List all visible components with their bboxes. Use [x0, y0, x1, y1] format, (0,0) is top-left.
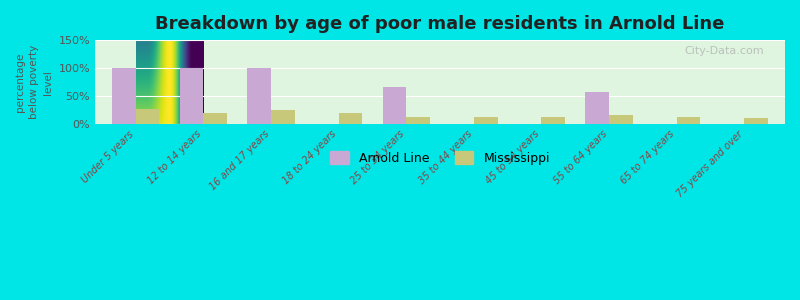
Bar: [136, 109, 159, 124]
Bar: [474, 117, 498, 124]
Bar: [112, 68, 136, 124]
Bar: [406, 117, 430, 124]
Y-axis label: percentage
below poverty
level: percentage below poverty level: [15, 45, 53, 119]
Legend: Arnold Line, Mississippi: Arnold Line, Mississippi: [326, 146, 554, 170]
Text: City-Data.com: City-Data.com: [685, 46, 764, 56]
Bar: [745, 118, 768, 124]
Bar: [677, 117, 701, 124]
Bar: [179, 68, 203, 124]
Bar: [247, 68, 271, 124]
Bar: [586, 92, 609, 124]
Bar: [382, 86, 406, 124]
Bar: [203, 113, 227, 124]
Bar: [542, 117, 565, 124]
Title: Breakdown by age of poor male residents in Arnold Line: Breakdown by age of poor male residents …: [155, 15, 725, 33]
Bar: [609, 115, 633, 124]
Bar: [271, 110, 294, 124]
Bar: [338, 113, 362, 124]
